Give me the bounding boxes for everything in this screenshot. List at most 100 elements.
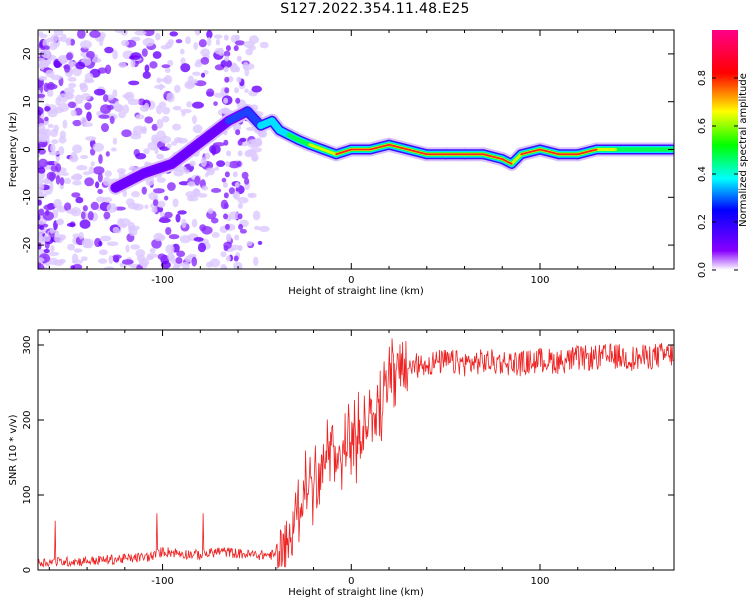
noise-blob <box>152 199 159 207</box>
noise-blob <box>127 202 139 210</box>
noise-blob <box>51 139 59 145</box>
noise-blob <box>106 203 118 213</box>
noise-blob <box>125 244 130 253</box>
noise-blob <box>213 92 225 98</box>
noise-blob <box>214 166 219 171</box>
noise-blob <box>181 111 186 117</box>
noise-blob <box>222 108 228 115</box>
noise-blob <box>200 157 207 168</box>
noise-blob <box>100 123 110 133</box>
ridge-segment <box>520 148 541 156</box>
noise-blob <box>86 111 92 122</box>
noise-blob <box>212 142 225 147</box>
noise-blob <box>149 61 158 69</box>
noise-blob <box>164 67 171 74</box>
noise-blob <box>80 40 92 49</box>
noise-blob <box>213 101 218 106</box>
noise-blob <box>104 170 112 177</box>
noise-blob <box>200 56 210 65</box>
noise-blob <box>80 256 88 262</box>
noise-blob <box>81 93 91 101</box>
noise-blob <box>50 74 63 81</box>
noise-blob <box>246 240 253 247</box>
noise-blob <box>211 232 220 238</box>
noise-blob <box>93 166 105 175</box>
noise-blob <box>128 55 141 60</box>
noise-blob <box>91 57 102 63</box>
noise-blob <box>193 42 199 50</box>
noise-blob <box>229 244 241 251</box>
ridge-segment <box>308 143 325 151</box>
noise-blob <box>223 139 229 146</box>
noise-blob <box>168 234 180 240</box>
noise-blob <box>177 210 187 215</box>
noise-blob <box>38 233 43 242</box>
noise-blob <box>153 84 166 90</box>
noise-blob <box>118 62 127 68</box>
x-tick-label: -100 <box>151 275 174 286</box>
noise-blob <box>39 33 48 39</box>
noise-blob <box>236 55 242 62</box>
noise-blob <box>179 235 191 244</box>
noise-blob <box>104 266 115 269</box>
noise-blob <box>109 115 115 125</box>
figure-title: S127.2022.354.11.48.E25 <box>280 1 470 17</box>
spectrogram-image <box>38 30 674 269</box>
noise-blob <box>245 48 253 56</box>
noise-blob <box>238 223 244 230</box>
noise-blob <box>72 144 83 154</box>
noise-blob <box>204 172 210 177</box>
noise-blob <box>53 30 64 37</box>
noise-blob <box>237 202 243 209</box>
noise-blob <box>157 253 166 260</box>
noise-blob <box>228 211 240 220</box>
colorbar-tick-label: 0.4 <box>697 166 708 182</box>
noise-blob <box>147 141 158 151</box>
x-tick-label: 100 <box>530 275 549 286</box>
noise-blob <box>224 87 230 94</box>
noise-blob <box>201 185 209 191</box>
noise-blob <box>53 106 64 114</box>
noise-blob <box>249 192 257 198</box>
noise-blob <box>234 34 240 41</box>
noise-blob <box>183 169 190 174</box>
noise-blob <box>205 167 216 173</box>
noise-blob <box>89 30 101 38</box>
noise-blob <box>233 255 239 262</box>
spectrogram-y-axis-label: Frequency (Hz) <box>8 112 19 188</box>
noise-blob <box>38 257 45 263</box>
noise-blob <box>75 61 86 70</box>
noise-blob <box>237 197 249 204</box>
noise-blob <box>53 60 61 69</box>
noise-blob <box>162 106 171 115</box>
noise-blob <box>203 70 209 75</box>
noise-blob <box>46 88 54 98</box>
noise-blob <box>214 47 223 55</box>
noise-blob <box>63 177 72 185</box>
noise-blob <box>85 136 97 141</box>
noise-blob <box>98 154 103 164</box>
noise-blob <box>156 118 164 129</box>
noise-blob <box>58 57 68 64</box>
noise-blob <box>121 39 130 47</box>
noise-blob <box>237 244 243 251</box>
noise-blob <box>144 102 150 112</box>
noise-blob <box>110 147 117 152</box>
y-tick-label: -10 <box>22 189 33 205</box>
noise-blob <box>200 48 210 57</box>
noise-blob <box>226 150 232 157</box>
noise-blob <box>244 88 249 93</box>
noise-blob <box>228 187 236 195</box>
noise-blob <box>242 61 249 71</box>
noise-blob <box>55 175 61 185</box>
noise-blob <box>237 213 243 220</box>
noise-blob <box>43 234 51 242</box>
noise-blob <box>65 38 72 46</box>
colorbar-gradient <box>712 30 738 270</box>
noise-blob <box>234 40 245 46</box>
noise-blob <box>79 219 91 229</box>
noise-blob <box>60 172 70 177</box>
noise-blob <box>90 161 95 167</box>
colorbar-label: Normalized spectral amplitude <box>738 73 749 227</box>
y-tick-label: 0 <box>22 567 33 573</box>
